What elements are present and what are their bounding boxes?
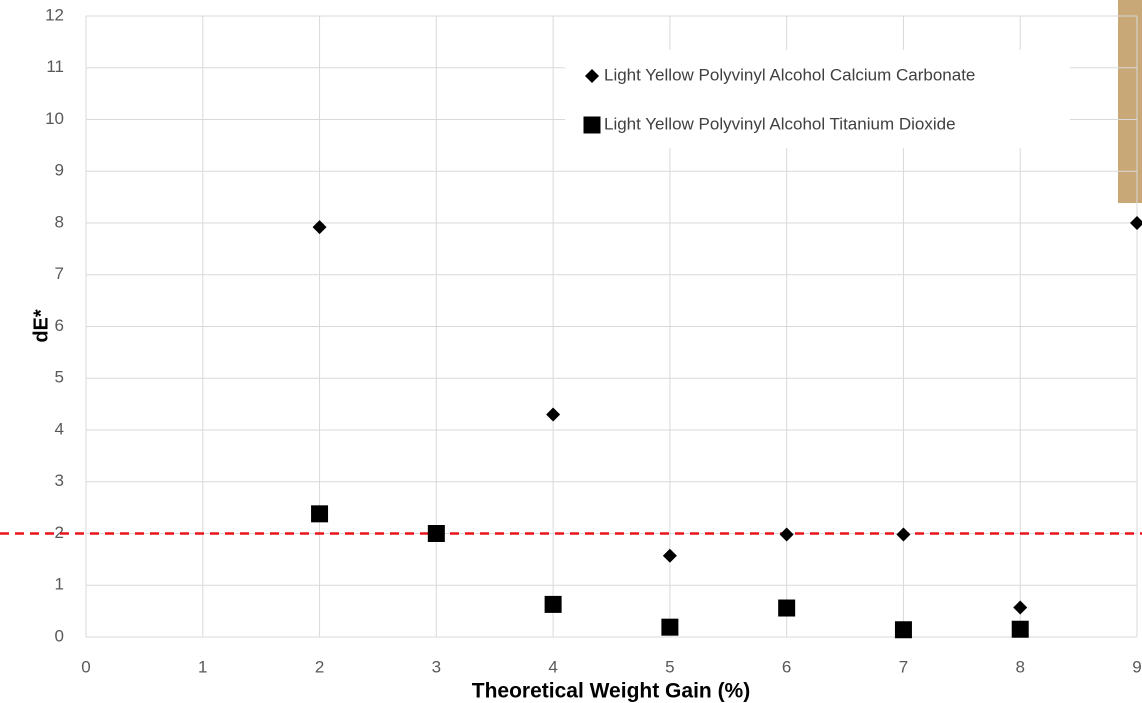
- legend-label: Light Yellow Polyvinyl Alcohol Titanium …: [604, 114, 956, 133]
- data-point: [311, 505, 329, 523]
- legend-marker: [583, 116, 601, 134]
- photo-thumbnail: [1118, 0, 1142, 203]
- x-tick-label: 6: [782, 657, 791, 676]
- x-tick-label: 3: [432, 657, 441, 676]
- x-tick-label: 9: [1132, 657, 1141, 676]
- x-axis-label: Theoretical Weight Gain (%): [472, 680, 750, 703]
- data-point: [1013, 600, 1028, 615]
- legend-marker: [585, 69, 599, 83]
- y-tick-label: 10: [45, 109, 64, 128]
- x-tick-label: 4: [548, 657, 557, 676]
- x-tick-label: 0: [81, 657, 90, 676]
- data-point: [778, 599, 796, 617]
- data-point: [1011, 620, 1029, 638]
- y-tick-label: 11: [46, 57, 64, 76]
- x-tick-label: 1: [198, 657, 207, 676]
- data-point: [1130, 216, 1142, 230]
- x-tick-label: 2: [315, 657, 324, 676]
- y-tick-label: 1: [55, 575, 64, 594]
- data-point: [544, 595, 562, 613]
- y-tick-label: 6: [55, 316, 64, 335]
- legend-box: [565, 50, 1070, 148]
- data-point: [779, 527, 794, 542]
- data-point: [312, 220, 327, 235]
- y-tick-label: 8: [55, 212, 64, 231]
- data-point: [894, 621, 912, 639]
- legend-label: Light Yellow Polyvinyl Alcohol Calcium C…: [604, 65, 975, 84]
- data-point: [546, 407, 561, 422]
- data-point: [427, 525, 445, 542]
- y-tick-label: 0: [55, 626, 64, 645]
- data-point: [662, 548, 677, 563]
- data-point: [661, 618, 679, 636]
- x-tick-label: 5: [665, 657, 674, 676]
- y-tick-label: 4: [55, 419, 64, 438]
- y-tick-label: 5: [55, 368, 64, 387]
- data-point: [896, 527, 911, 542]
- x-tick-label: 8: [1015, 657, 1024, 676]
- y-axis-label: dE*: [30, 309, 52, 343]
- y-tick-label: 7: [55, 264, 64, 283]
- x-tick-label: 7: [899, 657, 908, 676]
- y-tick-label: 2: [55, 523, 64, 542]
- y-tick-label: 3: [55, 471, 64, 490]
- y-tick-label: 9: [55, 161, 64, 180]
- y-tick-label: 12: [45, 5, 64, 24]
